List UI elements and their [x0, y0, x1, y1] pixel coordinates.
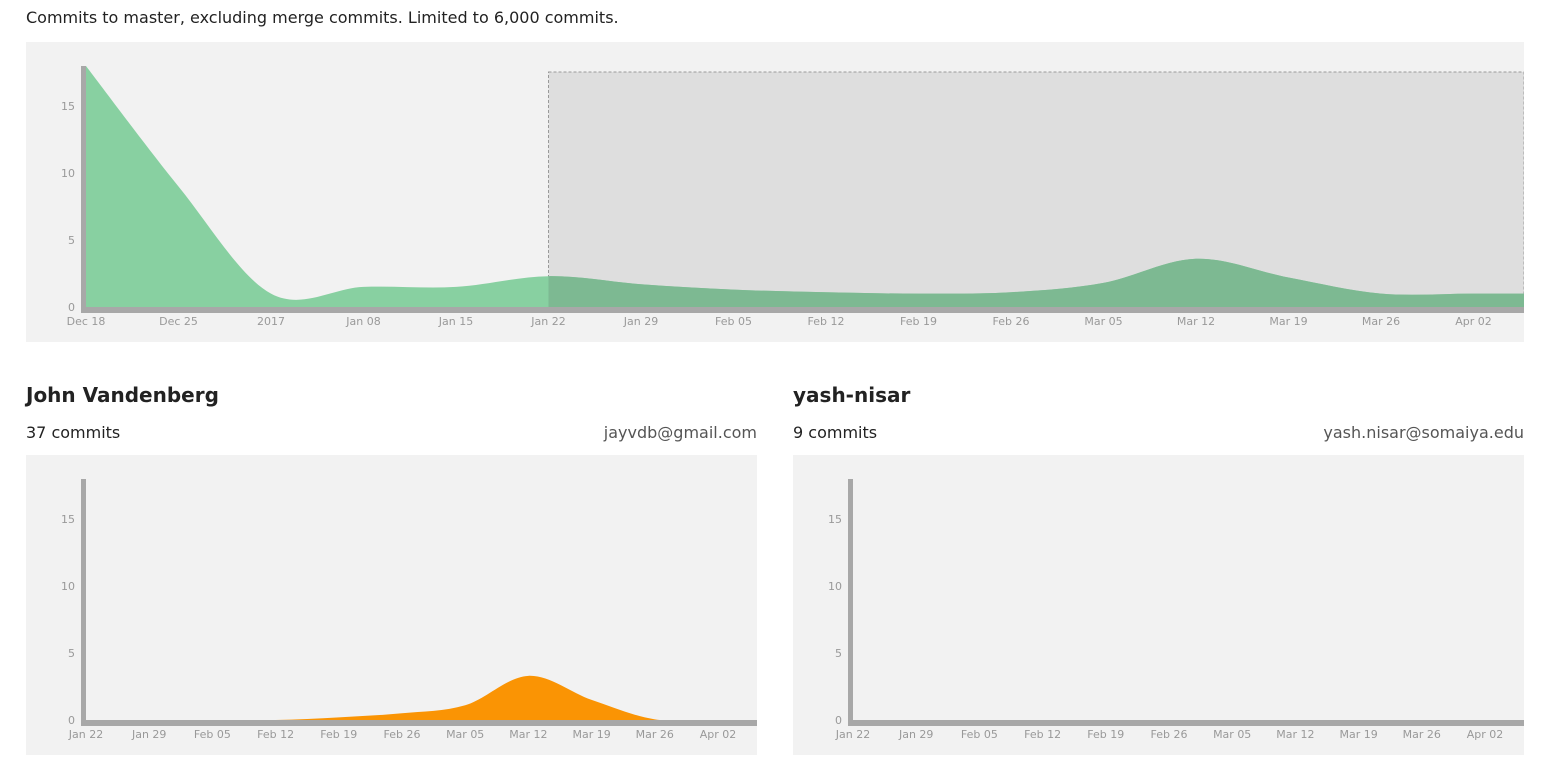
x-tick-label: Mar 19: [1269, 315, 1307, 328]
contributor-email: yash.nisar@somaiya.edu: [1323, 423, 1524, 442]
x-tick-label: Feb 12: [257, 728, 294, 741]
main-commits-chart[interactable]: 0 5 10 15 Dec 18 Dec 25 2017 Jan 08 Jan 15 Jan 22…: [26, 42, 1524, 342]
x-tick-label: Mar 05: [1213, 728, 1251, 741]
contributor-commits: 9 commits: [793, 423, 878, 442]
y-axis: [81, 66, 86, 312]
commits-area: [86, 675, 757, 720]
x-tick-label: Mar 26: [1403, 728, 1441, 741]
x-tick-label: Jan 15: [438, 315, 473, 328]
x-tick-label: Feb 12: [808, 315, 845, 328]
contributor-name[interactable]: yash-nisar: [793, 383, 911, 407]
x-tick-label: Mar 05: [446, 728, 484, 741]
y-axis: [81, 479, 86, 725]
y-axis: [848, 479, 853, 725]
x-axis: [81, 720, 757, 726]
x-tick-label: Apr 02: [1455, 315, 1492, 328]
x-axis: [848, 720, 1524, 726]
contributor-email: jayvdb@gmail.com: [603, 423, 757, 442]
x-tick-label: Jan 22: [68, 728, 103, 741]
x-tick-label: Jan 22: [835, 728, 870, 741]
contributor-commits: 37 commits: [26, 423, 121, 442]
y-tick-label: 10: [61, 167, 75, 180]
contributor-chart-yash-nisar: 0 5 10 15 Jan 22 Jan 29 Feb 05 Feb 12 Feb 19 Feb …: [793, 455, 1524, 755]
x-tick-label: Mar 19: [572, 728, 610, 741]
selected-commits-area: [548, 258, 1524, 307]
x-tick-label: Apr 02: [1467, 728, 1504, 741]
x-tick-label: Mar 12: [509, 728, 547, 741]
x-tick-label: Dec 18: [67, 315, 106, 328]
y-tick-label: 5: [68, 234, 75, 247]
x-tick-label: Mar 05: [1084, 315, 1122, 328]
y-tick-label: 15: [828, 513, 842, 526]
contributor-name[interactable]: John Vandenberg: [26, 383, 219, 407]
y-tick-label: 0: [68, 301, 75, 314]
x-tick-label: Feb 19: [320, 728, 357, 741]
x-tick-label: Mar 12: [1276, 728, 1314, 741]
x-tick-label: Jan 22: [530, 315, 565, 328]
x-tick-label: Feb 05: [194, 728, 231, 741]
contributor-chart-john-vandenberg: 0 5 10 15 Jan 22 Jan 29 Feb 05 Feb 12 Feb 19 Feb …: [26, 455, 757, 755]
y-tick-label: 15: [61, 100, 75, 113]
commits-area: [86, 66, 1524, 307]
y-tick-label: 0: [68, 714, 75, 727]
selection-brush[interactable]: [548, 71, 1525, 308]
y-tick-label: 10: [61, 580, 75, 593]
x-tick-label: Feb 26: [384, 728, 421, 741]
x-tick-label: Dec 25: [159, 315, 198, 328]
x-tick-label: 2017: [257, 315, 285, 328]
chart-caption: Commits to master, excluding merge commi…: [26, 8, 619, 27]
x-tick-label: Feb 19: [1087, 728, 1124, 741]
x-tick-label: Jan 29: [898, 728, 933, 741]
x-tick-label: Feb 19: [900, 315, 937, 328]
x-axis: [81, 307, 1524, 313]
x-tick-label: Jan 29: [623, 315, 658, 328]
y-tick-label: 15: [61, 513, 75, 526]
x-tick-label: Jan 08: [345, 315, 380, 328]
main-chart-svg[interactable]: 0 5 10 15 Dec 18 Dec 25 2017 Jan 08 Jan 15 Jan 22…: [26, 42, 1524, 342]
x-tick-label: Feb 26: [1151, 728, 1188, 741]
contributor-chart-svg: 0 5 10 15 Jan 22 Jan 29 Feb 05 Feb 12 Feb 19 Feb …: [828, 479, 1524, 741]
y-tick-label: 0: [835, 714, 842, 727]
x-tick-label: Feb 26: [993, 315, 1030, 328]
x-tick-label: Mar 12: [1177, 315, 1215, 328]
x-tick-label: Apr 02: [700, 728, 737, 741]
y-tick-label: 5: [835, 647, 842, 660]
x-tick-label: Feb 12: [1024, 728, 1061, 741]
x-tick-label: Feb 05: [961, 728, 998, 741]
y-tick-label: 10: [828, 580, 842, 593]
y-tick-label: 5: [68, 647, 75, 660]
x-tick-label: Mar 26: [1362, 315, 1400, 328]
x-tick-label: Feb 05: [715, 315, 752, 328]
contributor-chart-svg: 0 5 10 15 Jan 22 Jan 29 Feb 05 Feb 12 Feb 19 Feb …: [61, 479, 757, 741]
x-tick-label: Jan 29: [131, 728, 166, 741]
x-tick-label: Mar 19: [1339, 728, 1377, 741]
x-tick-label: Mar 26: [636, 728, 674, 741]
